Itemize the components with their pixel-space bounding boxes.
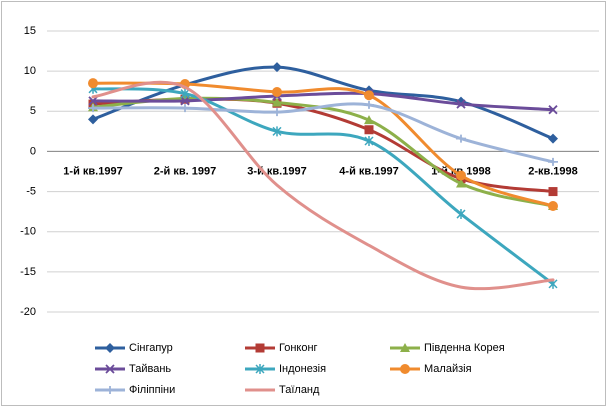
- marker: [364, 135, 374, 146]
- y-tick-label: -15: [20, 266, 36, 278]
- series-line: [91, 91, 555, 112]
- marker: [180, 88, 190, 99]
- marker: [180, 104, 190, 113]
- x-tick-label: 1-й кв.1997: [63, 165, 122, 177]
- marker: [456, 209, 466, 220]
- marker: [364, 90, 374, 101]
- marker: [88, 78, 98, 89]
- x-tick-label: 4-й кв.1997: [339, 165, 398, 177]
- marker: [548, 105, 558, 115]
- marker: [272, 62, 282, 73]
- marker: [548, 187, 558, 197]
- legend-label: Таїланд: [279, 384, 320, 396]
- marker: [105, 343, 115, 353]
- marker: [456, 134, 466, 143]
- marker: [105, 386, 115, 394]
- marker: [364, 125, 374, 135]
- marker: [456, 178, 466, 188]
- marker: [255, 364, 265, 374]
- x-tick-label: 2-кв.1998: [528, 165, 578, 177]
- marker: [255, 343, 265, 353]
- series-line: [91, 80, 555, 291]
- marker: [88, 96, 98, 106]
- marker: [548, 157, 558, 166]
- marker: [88, 114, 98, 125]
- marker: [105, 364, 115, 374]
- legend-label: Гонконг: [279, 342, 318, 354]
- y-tick-label: -5: [26, 185, 36, 197]
- legend-label: Малайзія: [424, 363, 472, 375]
- x-tick-label: 3-й кв.1997: [247, 165, 306, 177]
- y-tick-label: -20: [20, 306, 36, 318]
- x-tick-label: 2-й кв. 1997: [154, 165, 216, 177]
- legend-label: Індонезія: [279, 363, 326, 375]
- marker: [272, 108, 282, 117]
- marker: [364, 115, 374, 125]
- marker: [88, 104, 98, 113]
- series-line: [91, 102, 555, 164]
- marker: [548, 133, 558, 144]
- series-line: [91, 87, 555, 286]
- marker: [180, 96, 190, 106]
- series-line: [91, 96, 555, 208]
- legend-label: Тайвань: [129, 363, 171, 375]
- chart-frame: [1, 1, 606, 406]
- marker: [456, 99, 466, 109]
- y-tick-label: 5: [30, 105, 36, 117]
- marker: [456, 170, 466, 181]
- y-tick-label: 0: [30, 145, 36, 157]
- marker: [400, 343, 410, 352]
- y-tick-label: 15: [24, 25, 36, 37]
- marker: [272, 87, 282, 98]
- legend-label: Південна Корея: [424, 342, 505, 354]
- marker: [364, 100, 374, 109]
- marker: [272, 97, 282, 107]
- legend-label: Філіппіни: [129, 384, 175, 396]
- y-tick-label: 10: [24, 65, 36, 77]
- marker: [400, 364, 410, 374]
- marker: [272, 126, 282, 137]
- marker: [548, 201, 558, 212]
- y-tick-label: -10: [20, 226, 36, 238]
- legend-label: Сінгапур: [129, 342, 173, 354]
